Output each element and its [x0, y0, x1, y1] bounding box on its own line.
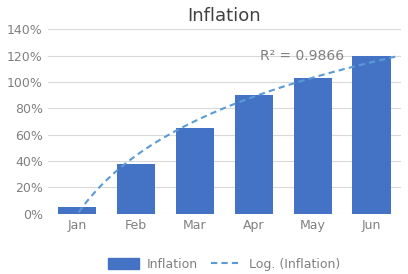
Bar: [353, 56, 391, 214]
Bar: [58, 207, 96, 214]
Bar: [235, 95, 273, 214]
Bar: [294, 78, 332, 214]
Legend: Inflation, Log. (Inflation): Inflation, Log. (Inflation): [103, 253, 346, 274]
Bar: [117, 164, 155, 214]
Title: Inflation: Inflation: [188, 7, 261, 25]
Text: R² = 0.9866: R² = 0.9866: [260, 49, 344, 63]
Bar: [176, 128, 214, 214]
